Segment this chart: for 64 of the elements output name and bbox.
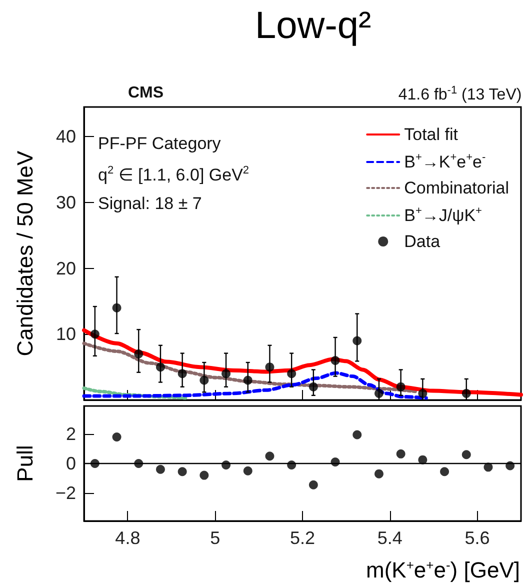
y-tick-label: 0 <box>66 454 76 474</box>
point <box>265 362 274 372</box>
point <box>352 430 362 440</box>
point <box>484 462 493 472</box>
line-series <box>82 371 428 400</box>
point <box>243 466 252 476</box>
legend-label: Total fit <box>404 125 458 144</box>
y-axis-title: Candidates / 50 MeV <box>12 150 38 356</box>
point <box>308 480 318 490</box>
line-series <box>82 386 188 400</box>
y-tick-label: 30 <box>56 192 76 212</box>
y-tick-label: 10 <box>56 324 76 344</box>
line-series <box>82 328 523 397</box>
annotation: PF-PF Category <box>98 134 222 153</box>
point <box>90 459 100 468</box>
point <box>265 452 274 461</box>
point <box>396 449 406 458</box>
point <box>200 470 209 480</box>
point <box>112 432 122 442</box>
point <box>418 388 428 398</box>
point <box>134 349 144 358</box>
x-axis-title: m(K+e+e-) [GeV] <box>366 558 520 582</box>
x-tick-label: 5.6 <box>464 528 490 548</box>
y-tick-label: 40 <box>56 126 76 147</box>
point <box>374 469 384 478</box>
point <box>330 458 340 467</box>
point <box>352 336 362 346</box>
point <box>462 388 471 398</box>
y-tick-label: −2 <box>55 482 76 503</box>
point <box>200 376 209 385</box>
point <box>243 376 252 385</box>
point <box>178 467 187 476</box>
y-tick-label: 2 <box>66 424 76 444</box>
x-tick-label: 5 <box>210 528 220 548</box>
point <box>287 369 296 378</box>
y-axis-title: Pull <box>12 445 38 482</box>
y-tick-label: 20 <box>56 258 76 278</box>
legend-label: Data <box>404 232 441 251</box>
point <box>506 461 515 470</box>
point <box>178 369 187 378</box>
point <box>156 464 165 474</box>
x-tick-label: 5.2 <box>290 528 316 548</box>
chart-title: Low-q² <box>255 5 372 47</box>
point <box>134 459 144 468</box>
point <box>418 455 428 464</box>
point <box>156 362 165 372</box>
point <box>287 460 296 470</box>
text: CMS <box>128 84 164 102</box>
annotation: Signal: 18 ± 7 <box>98 194 202 213</box>
legend-label: B+→J/ψK+ <box>404 205 482 225</box>
x-tick-label: 4.8 <box>115 528 140 548</box>
x-tick-label: 5.4 <box>377 528 402 548</box>
legend-label: Combinatorial <box>404 178 510 198</box>
point <box>222 460 231 470</box>
point <box>374 388 384 398</box>
point <box>440 467 450 476</box>
point <box>90 330 100 339</box>
point <box>330 356 340 365</box>
point <box>308 382 318 392</box>
point <box>396 382 406 392</box>
point <box>222 369 231 378</box>
point <box>462 450 471 460</box>
point <box>112 303 122 312</box>
legend-label: B+→K+e+e- <box>404 152 486 172</box>
